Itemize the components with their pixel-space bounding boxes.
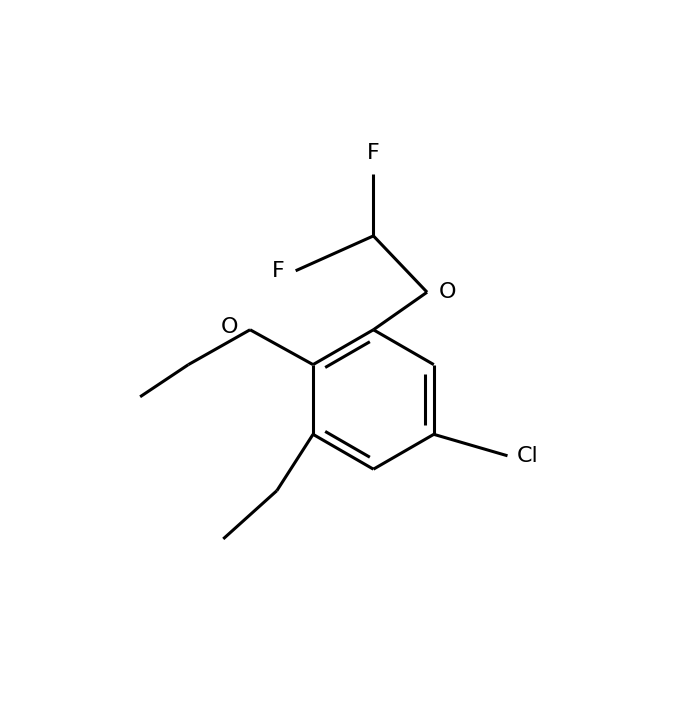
Text: O: O <box>439 282 456 303</box>
Text: F: F <box>367 144 380 163</box>
Text: F: F <box>272 261 285 281</box>
Text: O: O <box>221 317 238 337</box>
Text: Cl: Cl <box>517 445 539 466</box>
